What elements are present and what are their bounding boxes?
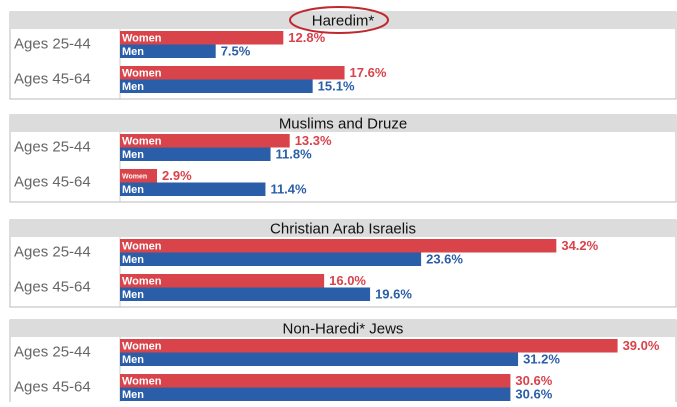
bar	[120, 169, 157, 183]
value-label: 15.1%	[318, 79, 355, 94]
bar	[120, 147, 271, 161]
series-label: Women	[122, 174, 147, 181]
panel-header	[10, 220, 676, 237]
panel-title: Muslims and Druze	[279, 115, 407, 132]
bar	[120, 182, 266, 196]
series-label: Women	[122, 376, 162, 388]
series-label: Women	[122, 68, 162, 80]
bar	[120, 387, 511, 401]
series-label: Women	[122, 136, 162, 148]
series-label: Women	[122, 276, 162, 288]
series-label: Men	[122, 184, 144, 196]
value-label: 11.8%	[276, 147, 313, 162]
series-label: Women	[122, 241, 162, 253]
value-label: 30.6%	[515, 387, 552, 402]
bar	[120, 274, 325, 288]
bar	[120, 252, 422, 266]
value-label: 39.0%	[623, 338, 660, 353]
category-label: Ages 45-64	[14, 173, 91, 190]
category-label: Ages 25-44	[14, 35, 91, 52]
bar	[120, 287, 371, 301]
bar	[120, 44, 216, 58]
category-label: Ages 25-44	[14, 343, 91, 360]
value-label: 19.6%	[375, 287, 412, 302]
category-label: Ages 45-64	[14, 378, 91, 395]
series-label: Women	[122, 341, 162, 353]
panel-title: Non-Haredi* Jews	[283, 320, 404, 337]
value-label: 17.6%	[350, 65, 387, 80]
series-label: Men	[122, 354, 144, 366]
value-label: 12.8%	[288, 30, 325, 45]
value-label: 34.2%	[561, 238, 598, 253]
bar	[120, 79, 313, 93]
value-label: 2.9%	[162, 168, 192, 183]
bar	[120, 66, 345, 80]
value-label: 13.3%	[295, 133, 332, 148]
highlight-circle	[289, 6, 389, 34]
series-label: Men	[122, 254, 144, 266]
series-label: Men	[122, 149, 144, 161]
value-label: 31.2%	[523, 352, 560, 367]
category-label: Ages 25-44	[14, 243, 91, 260]
category-label: Ages 25-44	[14, 138, 91, 155]
value-label: 7.5%	[221, 44, 251, 59]
series-label: Men	[122, 46, 144, 58]
value-label: 11.4%	[270, 182, 307, 197]
bar	[120, 31, 284, 45]
panel-title: Christian Arab Israelis	[270, 220, 416, 237]
panel-header	[10, 320, 676, 337]
series-label: Men	[122, 81, 144, 93]
bar	[120, 134, 290, 148]
panel-header	[10, 12, 676, 29]
bar	[120, 374, 511, 388]
panel-title: Haredim*	[312, 12, 375, 29]
bar	[120, 339, 618, 353]
value-label: 23.6%	[426, 252, 463, 267]
value-label: 16.0%	[329, 273, 366, 288]
category-label: Ages 45-64	[14, 70, 91, 87]
value-label: 30.6%	[515, 373, 552, 388]
series-label: Men	[122, 289, 144, 301]
bar	[120, 239, 557, 253]
category-label: Ages 45-64	[14, 278, 91, 295]
series-label: Women	[122, 33, 162, 45]
panel-header	[10, 115, 676, 132]
series-label: Men	[122, 389, 144, 401]
bar	[120, 352, 519, 366]
